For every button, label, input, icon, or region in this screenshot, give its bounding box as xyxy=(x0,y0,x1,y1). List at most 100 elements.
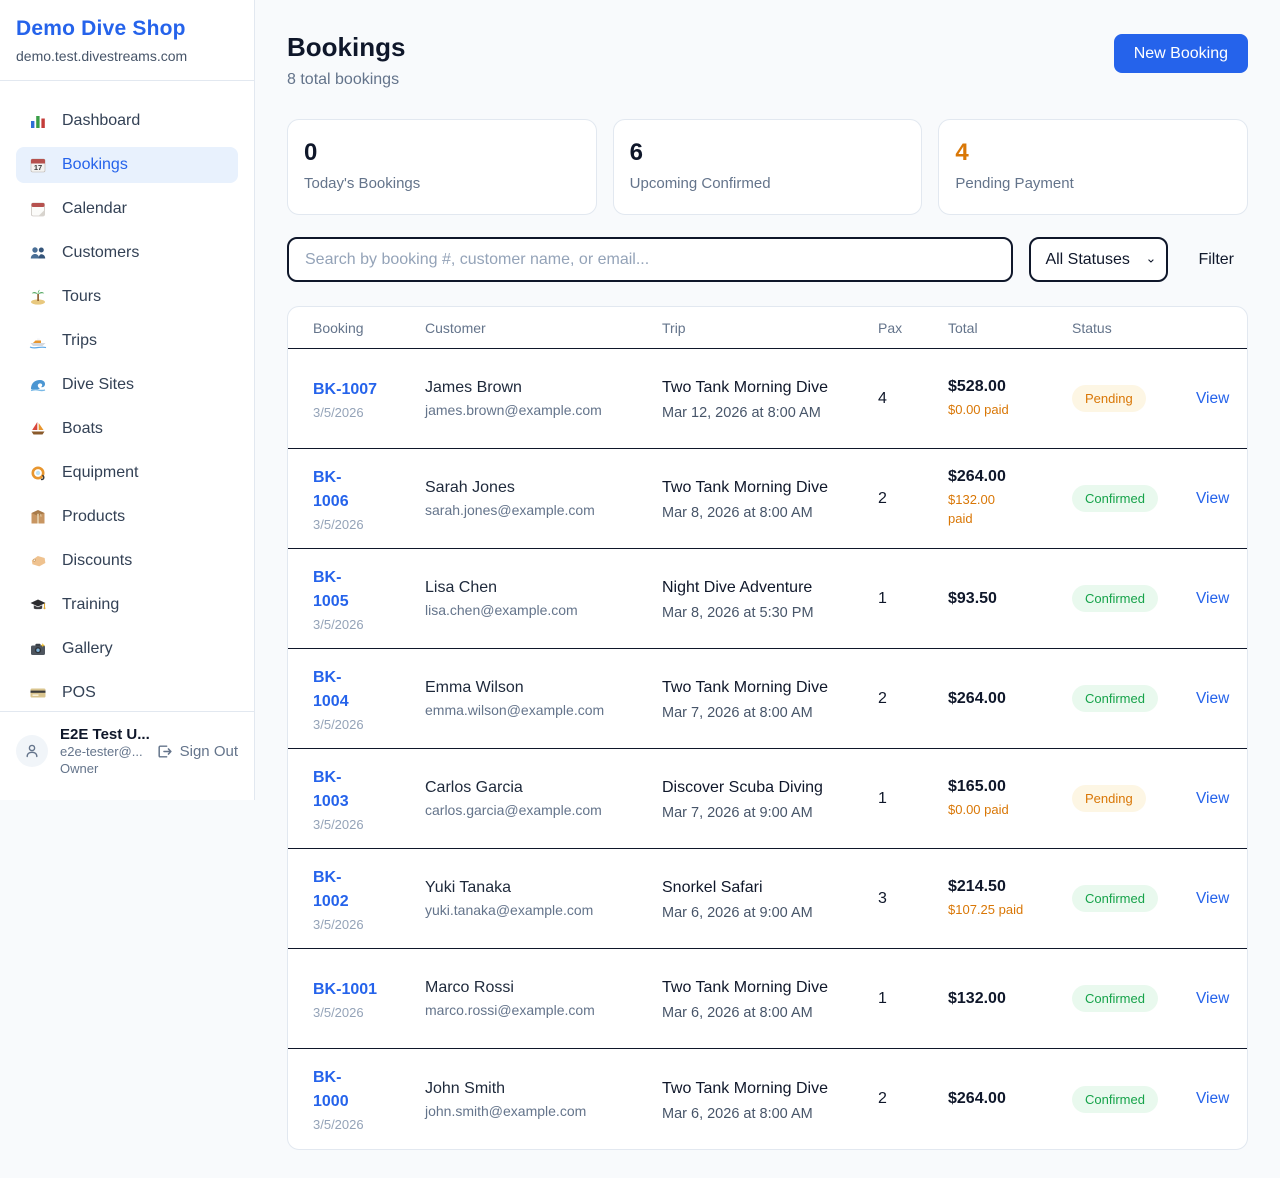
page-subtitle: 8 total bookings xyxy=(287,71,400,88)
sidebar-nav: Dashboard 17 Bookings Calendar Customers Tour… xyxy=(0,81,254,711)
user-info: E2E Test U... e2e-tester@... Owner xyxy=(60,725,150,778)
stat-value: 4 xyxy=(955,139,969,166)
sidebar-item-bookings[interactable]: 17 Bookings xyxy=(16,147,238,183)
booking-id-link[interactable]: BK- 1005 xyxy=(313,568,349,610)
total-amount: $264.00 xyxy=(948,689,1006,707)
total-amount: $132.00 xyxy=(948,989,1006,1007)
user-email: e2e-tester@... xyxy=(60,744,143,760)
view-booking-link[interactable]: View xyxy=(1196,489,1230,507)
sidebar-item-calendar[interactable]: Calendar xyxy=(16,191,238,227)
stats-row: 0 Today's Bookings 6 Upcoming Confirmed … xyxy=(287,119,1249,215)
trip-datetime: Mar 8, 2026 at 8:00 AM xyxy=(662,505,813,521)
paid-amount: $107.25 paid xyxy=(948,901,1024,917)
trip-name: Snorkel Safari xyxy=(662,879,763,896)
sidebar-item-label: Tours xyxy=(62,288,102,305)
stat-value: 0 xyxy=(304,139,318,166)
view-booking-link[interactable]: View xyxy=(1196,789,1230,807)
customer-name: Lisa Chen xyxy=(425,579,498,596)
status-badge: Confirmed xyxy=(1072,485,1158,512)
trip-datetime: Mar 7, 2026 at 9:00 AM xyxy=(662,805,813,821)
column-header-trip: Trip xyxy=(662,319,686,336)
sidebar-item-dashboard[interactable]: Dashboard xyxy=(16,103,238,139)
avatar xyxy=(16,735,48,768)
trip-name: Discover Scuba Diving xyxy=(662,779,823,796)
booking-id-link[interactable]: BK- 1004 xyxy=(313,668,349,710)
status-badge: Confirmed xyxy=(1072,585,1158,612)
status-badge: Confirmed xyxy=(1072,1085,1158,1113)
view-booking-link[interactable]: View xyxy=(1196,889,1230,907)
package-icon xyxy=(29,508,47,526)
trip-name: Two Tank Morning Dive xyxy=(662,979,828,996)
customer-email: lisa.chen@example.com xyxy=(425,602,578,618)
graduation-cap-icon xyxy=(29,596,47,614)
sidebar-item-pos[interactable]: POS xyxy=(16,675,238,711)
sidebar-item-label: Products xyxy=(62,508,126,525)
sidebar-item-discounts[interactable]: Discounts xyxy=(16,543,238,579)
sidebar-item-training[interactable]: Training xyxy=(16,587,238,623)
paid-amount: $0.00 paid xyxy=(948,401,1009,417)
credit-card-icon xyxy=(29,684,47,702)
filter-button[interactable]: Filter xyxy=(1184,251,1248,269)
sign-out-button[interactable]: Sign Out xyxy=(156,743,238,760)
booking-date: 3/5/2026 xyxy=(313,1117,364,1132)
total-amount: $214.50 xyxy=(948,877,1006,895)
booking-id-link[interactable]: BK- 1000 xyxy=(313,1069,349,1110)
paid-amount: $132.00 paid xyxy=(948,492,995,526)
column-header-booking: Booking xyxy=(313,319,364,336)
view-booking-link[interactable]: View xyxy=(1196,689,1230,707)
booking-id-link[interactable]: BK- 1003 xyxy=(313,768,349,810)
sidebar-item-gallery[interactable]: Gallery xyxy=(16,631,238,667)
booking-id-link[interactable]: BK- 1002 xyxy=(313,868,349,910)
pax-count: 4 xyxy=(878,389,887,407)
total-amount: $528.00 xyxy=(948,377,1006,395)
customer-email: marco.rossi@example.com xyxy=(425,1002,595,1018)
sidebar-item-equipment[interactable]: Equipment xyxy=(16,455,238,491)
booking-date: 3/5/2026 xyxy=(313,716,364,732)
sidebar-item-trips[interactable]: Trips xyxy=(16,323,238,359)
view-booking-link[interactable]: View xyxy=(1196,589,1230,607)
search-input[interactable] xyxy=(287,237,1014,282)
booking-id-link[interactable]: BK-1007 xyxy=(313,380,378,398)
view-booking-link[interactable]: View xyxy=(1196,389,1230,407)
sidebar-item-label: Dive Sites xyxy=(62,376,135,393)
sidebar-item-customers[interactable]: Customers xyxy=(16,235,238,271)
stat-label: Upcoming Confirmed xyxy=(629,175,771,192)
calendar-date-icon: 17 xyxy=(29,156,47,174)
table-row: BK- 1006 3/5/2026 Sarah Jones sarah.jones@e… xyxy=(288,449,1247,549)
new-booking-button[interactable]: New Booking xyxy=(1113,34,1248,73)
booking-id-link[interactable]: BK- 1006 xyxy=(313,468,349,510)
customer-email: james.brown@example.com xyxy=(425,402,602,418)
sidebar-item-label: Boats xyxy=(62,420,103,437)
stat-card-upcoming-confirmed: 6 Upcoming Confirmed xyxy=(612,119,923,215)
sidebar: Demo Dive Shop demo.test.divestreams.com… xyxy=(0,0,255,800)
sidebar-item-boats[interactable]: Boats xyxy=(16,411,238,447)
status-filter-select[interactable]: All Statuses xyxy=(1029,237,1169,282)
table-body: BK-1007 3/5/2026 James Brown james.brown@ex… xyxy=(288,349,1247,1149)
sidebar-item-dive-sites[interactable]: Dive Sites xyxy=(16,367,238,403)
wave-icon xyxy=(29,376,47,394)
booking-date: 3/5/2026 xyxy=(313,616,364,632)
paid-amount: $0.00 paid xyxy=(948,801,1009,817)
booking-date: 3/5/2026 xyxy=(313,916,364,932)
speedboat-icon xyxy=(29,332,47,350)
trip-name: Two Tank Morning Dive xyxy=(662,1079,828,1097)
view-booking-link[interactable]: View xyxy=(1196,1090,1230,1107)
booking-date: 3/5/2026 xyxy=(313,816,364,832)
page-title: Bookings xyxy=(287,32,406,62)
svg-text:17: 17 xyxy=(34,163,42,172)
customer-email: sarah.jones@example.com xyxy=(425,502,595,518)
sidebar-item-tours[interactable]: Tours xyxy=(16,279,238,315)
trip-name: Two Tank Morning Dive xyxy=(662,379,828,396)
column-header-status: Status xyxy=(1072,319,1112,336)
view-booking-link[interactable]: View xyxy=(1196,989,1230,1007)
booking-id-link[interactable]: BK-1001 xyxy=(313,980,378,998)
sidebar-item-products[interactable]: Products xyxy=(16,499,238,535)
shop-title: Demo Dive Shop xyxy=(16,17,186,40)
table-row: BK- 1004 3/5/2026 Emma Wilson emma.wilson@e… xyxy=(288,649,1247,749)
customer-name: Yuki Tanaka xyxy=(425,879,511,896)
pax-count: 2 xyxy=(878,489,887,507)
status-filter-wrap: All Statuses ⌄ xyxy=(1029,237,1169,282)
sidebar-item-label: Gallery xyxy=(62,640,113,657)
table-header-row: Booking Customer Trip Pax Total Status xyxy=(288,307,1247,349)
page-header: Bookings 8 total bookings New Booking xyxy=(287,32,1248,89)
